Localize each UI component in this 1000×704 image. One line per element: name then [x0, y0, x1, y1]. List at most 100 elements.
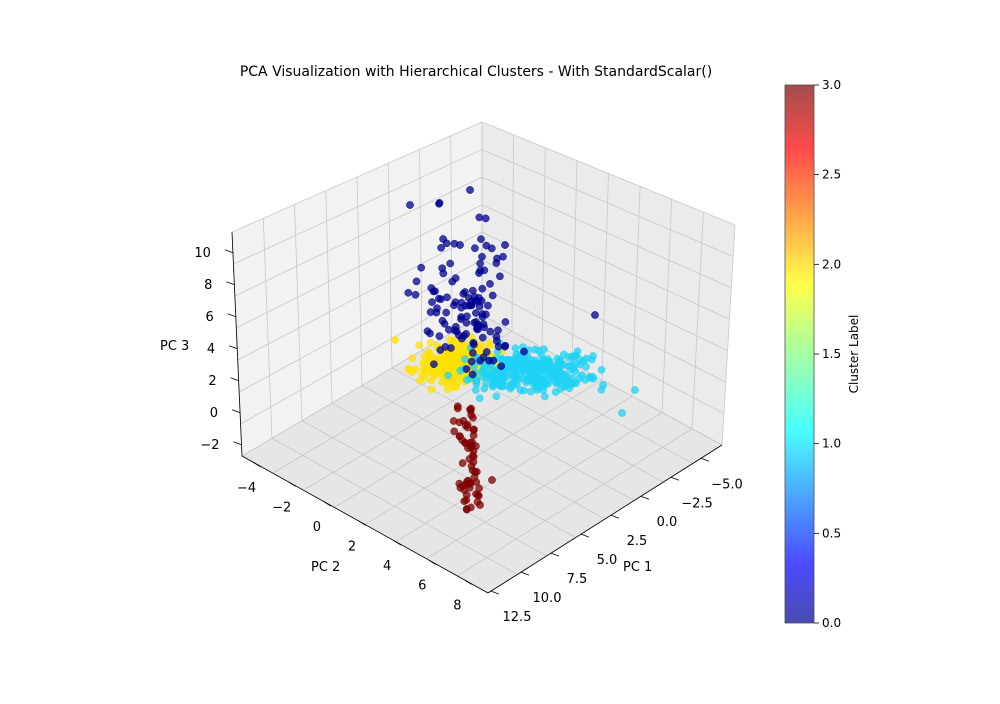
data-point [474, 491, 482, 499]
y-axis-line [241, 455, 489, 594]
data-point [550, 376, 559, 385]
data-point [510, 372, 518, 381]
x-tick-label: 7.5 [567, 572, 588, 587]
colorbar-tick-label: 0.5 [822, 526, 841, 540]
data-point [489, 381, 498, 390]
data-point [452, 322, 460, 331]
z-tick-label: 6 [206, 310, 214, 325]
grid-line [419, 149, 423, 351]
data-point [484, 301, 492, 310]
grid-line [481, 121, 736, 226]
z-tick [233, 441, 242, 446]
data-point [524, 361, 533, 370]
x-tick [550, 552, 560, 557]
colorbar-gradient [784, 84, 815, 624]
data-point [486, 280, 494, 288]
data-point [467, 503, 475, 512]
data-point [488, 476, 496, 484]
chart-title: PCA Visualization with Hierarchical Clus… [240, 64, 712, 80]
z-tick [224, 249, 234, 254]
data-point [572, 351, 580, 359]
data-point [492, 259, 501, 267]
y-tick [463, 578, 472, 585]
x-tick [520, 571, 530, 576]
grid-line [262, 218, 273, 439]
z-tick [226, 281, 235, 286]
data-point [446, 336, 454, 344]
z-tick [231, 409, 241, 414]
data-point [498, 355, 506, 364]
x-axis-label: PC 1 [623, 560, 652, 575]
data-point [441, 343, 450, 351]
data-point [466, 438, 475, 447]
data-point [468, 349, 477, 357]
data-point [462, 365, 471, 373]
x-tick-label: 2.5 [627, 534, 648, 549]
x-tick-label: 0.0 [657, 515, 678, 530]
data-point [591, 311, 599, 319]
data-point [570, 379, 579, 387]
y-tick-label: 2 [348, 540, 356, 555]
colorbar-label: Cluster Label [847, 315, 861, 394]
data-point [463, 420, 472, 429]
data-point [523, 376, 532, 384]
data-point [476, 259, 484, 268]
x-tick-label: −5.0 [711, 477, 743, 492]
grid-line [364, 379, 603, 525]
data-point [427, 385, 436, 394]
data-point [457, 349, 466, 357]
grid-line [325, 190, 333, 404]
data-point [450, 427, 459, 436]
data-point [462, 318, 471, 327]
z-tick-label: 0 [210, 406, 218, 421]
grid-line [426, 412, 663, 560]
data-point [472, 309, 480, 317]
data-point [461, 355, 469, 364]
data-point [567, 365, 575, 374]
data-point [537, 381, 546, 390]
grid-line [237, 231, 483, 361]
data-point [599, 381, 607, 389]
colorbar-tick-label: 2.5 [822, 168, 841, 182]
z-axis-line [231, 231, 243, 457]
data-point [408, 354, 417, 362]
data-point [406, 201, 414, 209]
y-tick-label: −4 [237, 481, 256, 496]
data-point [443, 293, 451, 302]
x-tick [580, 533, 590, 538]
data-point [427, 376, 436, 385]
grid-line [481, 204, 730, 320]
data-point [460, 332, 468, 340]
x-axis-line [487, 444, 723, 594]
data-point [473, 324, 481, 333]
data-point [461, 288, 469, 296]
data-point [411, 290, 420, 299]
data-point [507, 383, 516, 391]
x-tick [640, 495, 650, 500]
data-point [435, 332, 444, 340]
data-point [486, 327, 495, 336]
data-point [558, 369, 566, 378]
y-tick-label: 0 [313, 520, 321, 535]
data-point [478, 252, 486, 261]
data-point [585, 373, 594, 381]
z-tick-label: 8 [204, 278, 212, 293]
data-point [448, 277, 457, 286]
data-point [501, 318, 510, 326]
data-point [438, 264, 447, 273]
grid-line [234, 176, 483, 297]
data-point [462, 491, 471, 499]
data-point [456, 483, 465, 492]
data-point [440, 319, 449, 328]
grid-line [395, 395, 633, 542]
data-point [426, 338, 435, 347]
data-point [426, 308, 435, 316]
data-point [453, 341, 462, 349]
y-tick-label: 4 [383, 559, 391, 574]
data-point [478, 333, 487, 342]
data-point [520, 347, 528, 356]
data-point [466, 186, 474, 194]
data-point [391, 336, 399, 344]
data-point [415, 341, 424, 349]
